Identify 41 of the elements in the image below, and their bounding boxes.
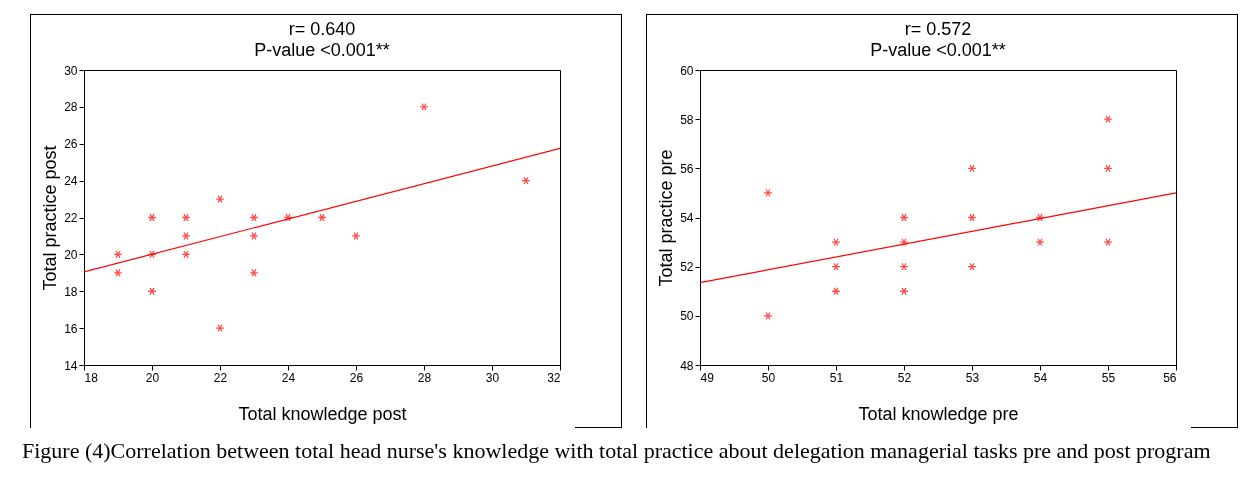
y-tick-label: 48 xyxy=(680,358,694,373)
chart-title: r= 0.640 xyxy=(288,19,356,39)
y-tick-label: 24 xyxy=(64,174,78,189)
x-tick-label: 24 xyxy=(281,370,296,385)
x-tick-label: 22 xyxy=(213,370,228,385)
y-tick-label: 20 xyxy=(64,247,78,262)
x-tick-label: 18 xyxy=(84,370,99,385)
y-axis-title: Total practice post xyxy=(40,145,61,291)
y-tick-label: 54 xyxy=(680,211,694,225)
y-tick-label: 28 xyxy=(64,100,78,115)
x-tick-label: 53 xyxy=(965,370,980,385)
y-tick-label: 14 xyxy=(64,358,78,373)
x-tick-label: 55 xyxy=(1101,370,1116,385)
x-tick-label: 50 xyxy=(761,370,776,385)
text: Figure (4)Correlation between total head nurse's knowledge with total practice about delegation managerial tasks pre and post program xyxy=(22,438,1212,464)
chart-subtitle: P-value <0.001** xyxy=(870,40,1006,60)
x-tick-label: 30 xyxy=(485,370,500,385)
y-axis-title: Total practice pre xyxy=(656,149,677,287)
y-tick-label: 16 xyxy=(64,321,78,336)
x-tick-label: 54 xyxy=(1033,370,1048,385)
y-tick-label: 60 xyxy=(680,63,694,78)
x-tick-label: 49 xyxy=(700,370,715,385)
x-tick-label: 28 xyxy=(417,370,432,385)
y-tick-label: 50 xyxy=(680,309,694,324)
y-tick-label: 18 xyxy=(64,284,78,299)
y-tick-label: 30 xyxy=(64,63,78,78)
y-tick-label: 26 xyxy=(64,137,78,152)
y-tick-label: 22 xyxy=(64,211,78,225)
y-tick-label: 58 xyxy=(680,112,694,127)
x-axis-title: Total knowledge post xyxy=(238,403,407,424)
x-tick-label: 20 xyxy=(145,370,160,385)
y-tick-label: 52 xyxy=(680,260,694,275)
chart-title: r= 0.572 xyxy=(904,19,972,39)
x-tick-label: 51 xyxy=(829,370,844,385)
x-tick-label: 52 xyxy=(897,370,912,385)
x-tick-label: 32 xyxy=(547,370,561,385)
x-tick-label: 56 xyxy=(1163,370,1177,385)
chart-subtitle: P-value <0.001** xyxy=(254,40,390,60)
x-axis-title: Total knowledge pre xyxy=(858,403,1019,424)
x-tick-label: 26 xyxy=(349,370,364,385)
y-tick-label: 56 xyxy=(680,161,694,176)
